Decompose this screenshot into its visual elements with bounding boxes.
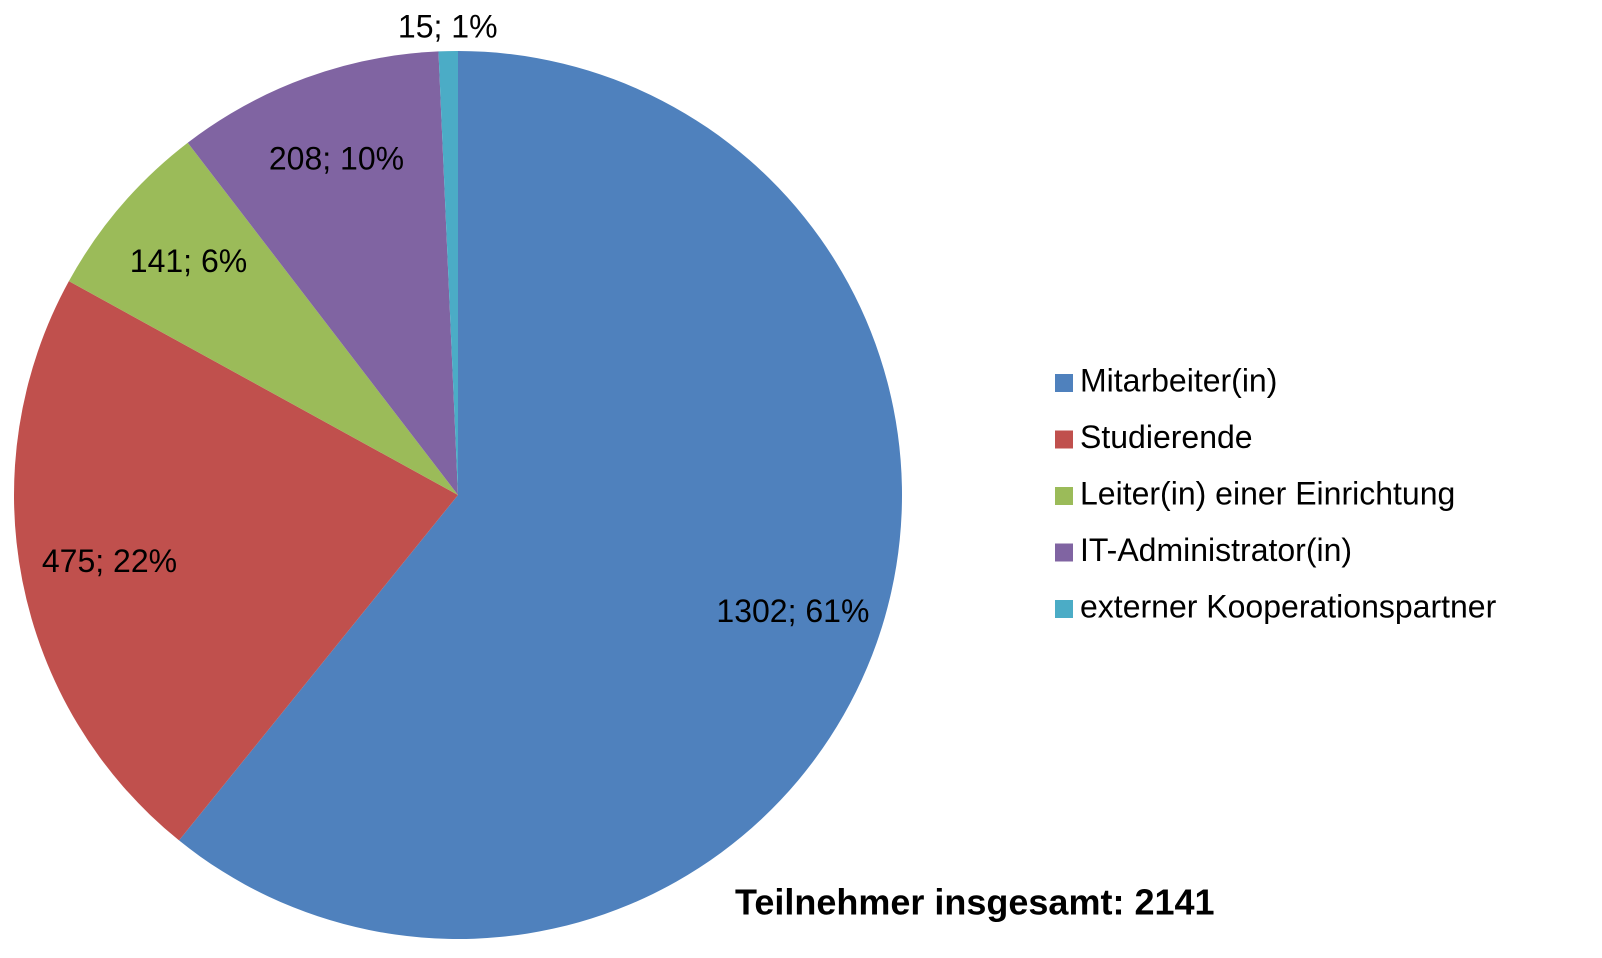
total-annotation: Teilnehmer insgesamt: 2141 (735, 882, 1215, 923)
pie-slice (13, 281, 458, 841)
legend-label: Studierende (1080, 419, 1253, 455)
data-label: 475; 22% (42, 543, 177, 579)
legend-label: Leiter(in) einer Einrichtung (1080, 475, 1455, 511)
data-label: 208; 10% (269, 141, 404, 177)
pie-slice (179, 51, 902, 939)
legend-swatch (1055, 374, 1073, 392)
legend-label: externer Kooperationspartner (1080, 588, 1497, 624)
data-label: 1302; 61% (716, 593, 869, 629)
pie-slice (187, 51, 459, 496)
legend-label: IT-Administrator(in) (1080, 532, 1352, 568)
pie-slice (438, 51, 458, 495)
legend-swatch (1055, 600, 1073, 618)
legend-swatch (1055, 430, 1073, 449)
pie-slice (68, 142, 458, 495)
legend-swatch (1055, 543, 1073, 562)
data-label: 141; 6% (130, 243, 247, 279)
legend-swatch (1055, 487, 1073, 505)
data-label: 15; 1% (398, 8, 498, 44)
legend-label: Mitarbeiter(in) (1080, 362, 1277, 398)
